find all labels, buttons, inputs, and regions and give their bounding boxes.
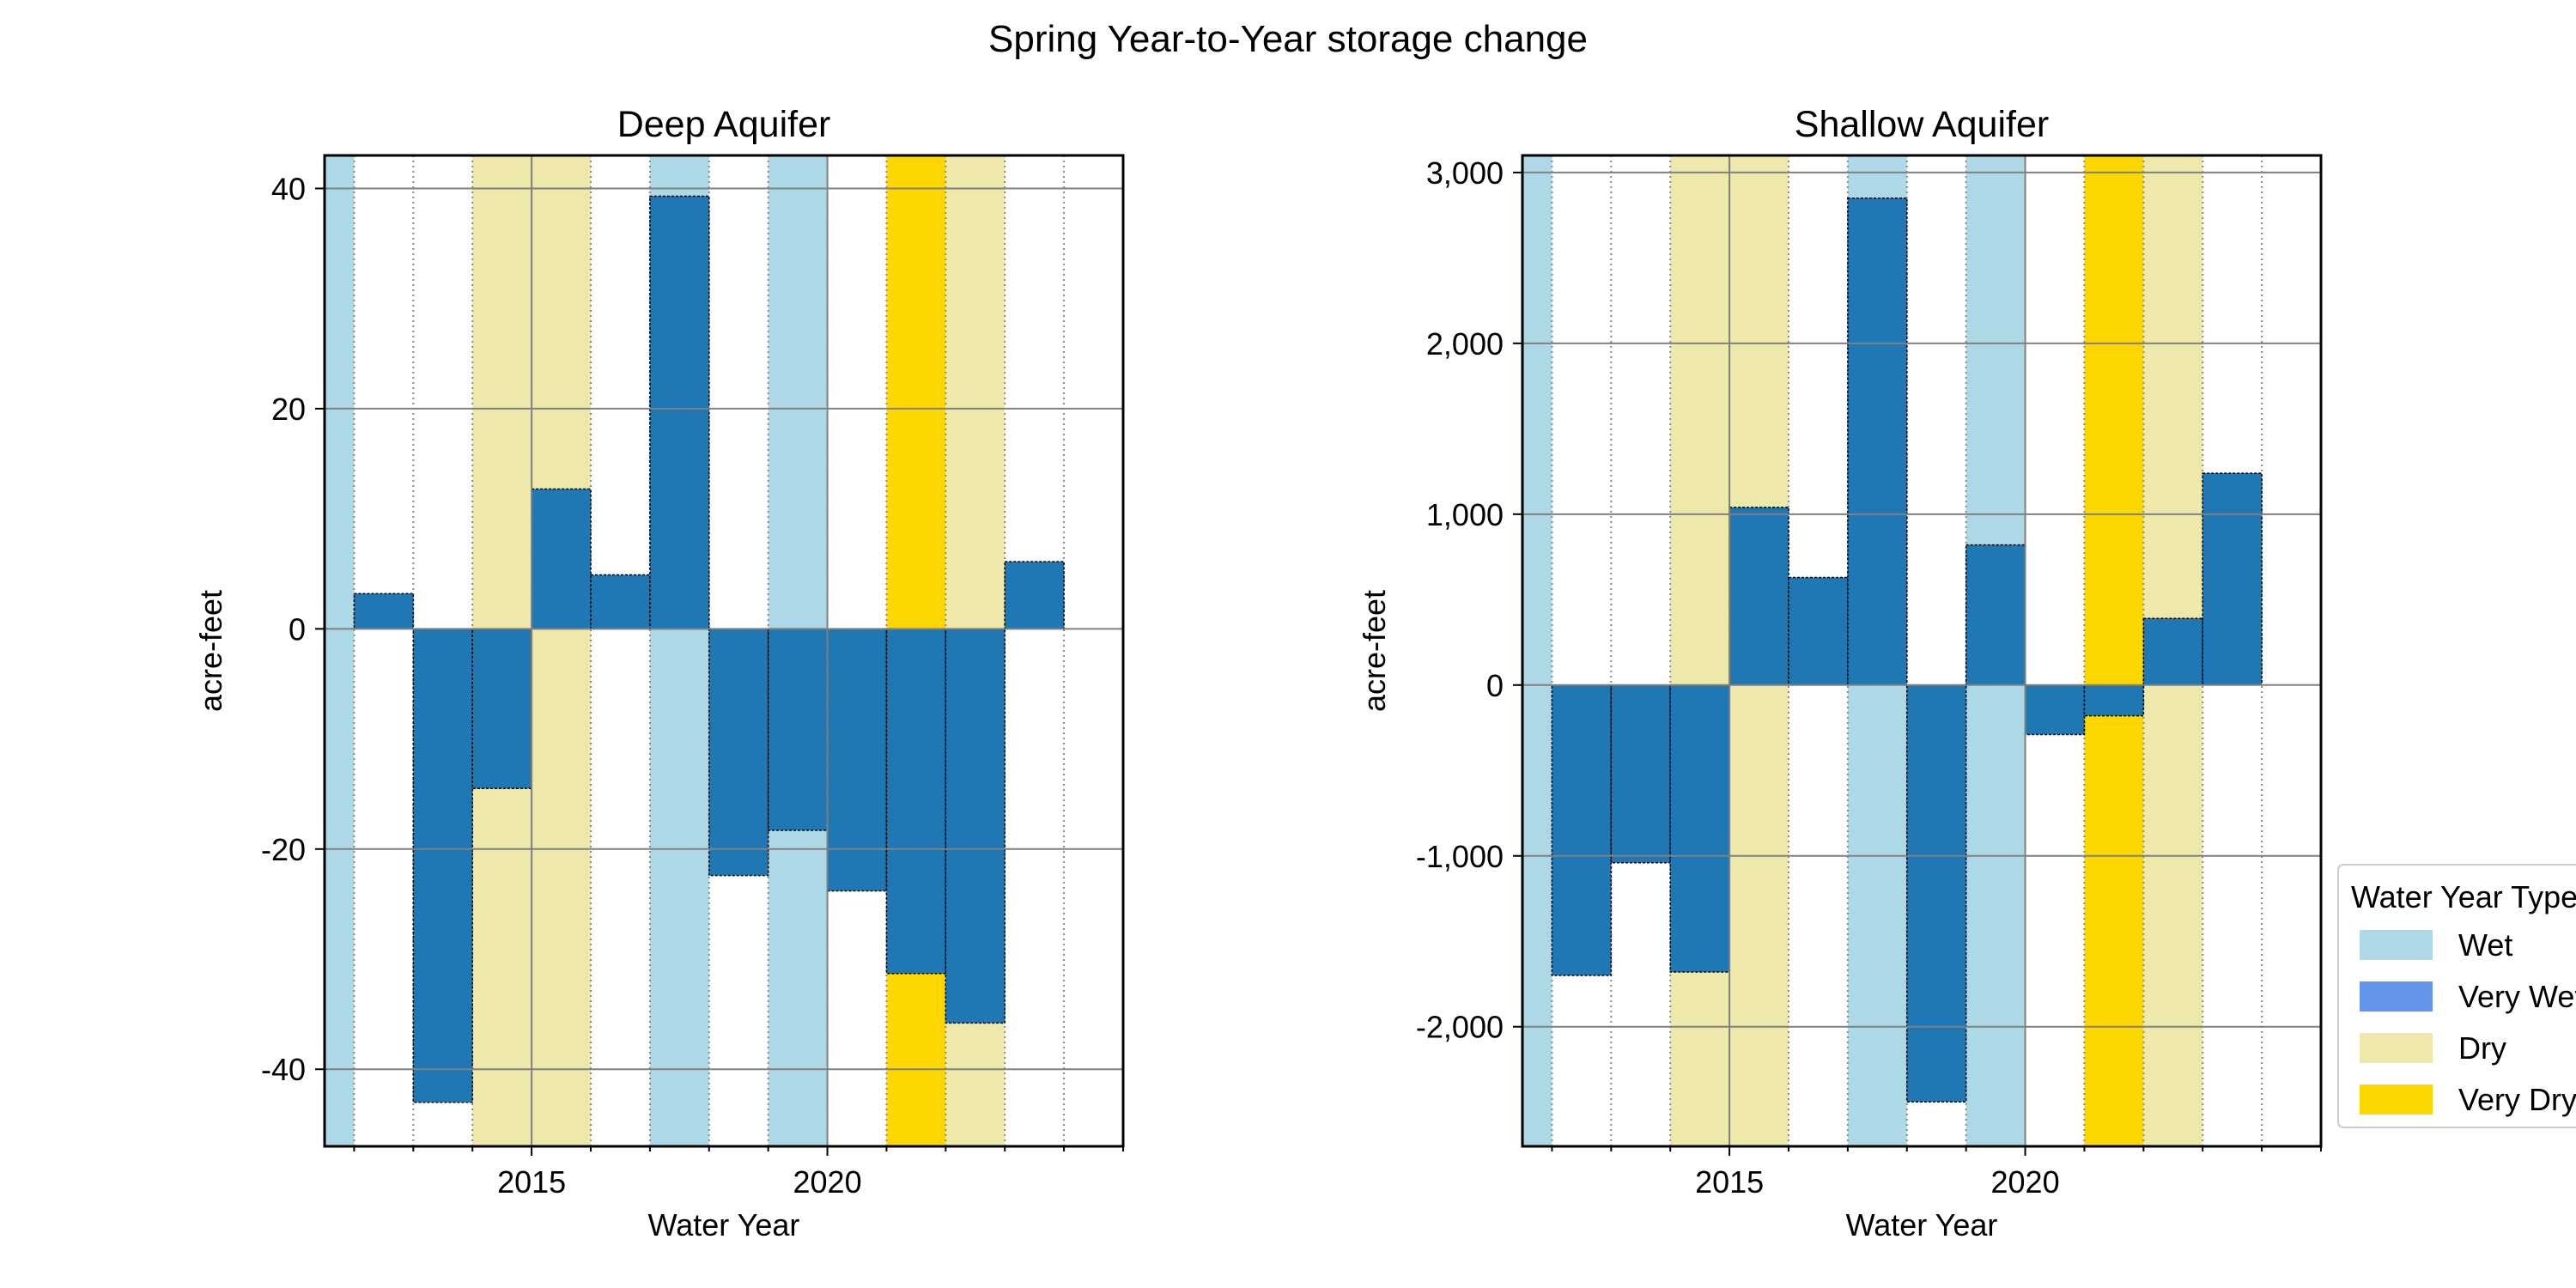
bar-2023 (945, 628, 1005, 1024)
bar-2024 (1004, 561, 1065, 630)
bar-2016 (531, 488, 592, 630)
figure-suptitle: Spring Year-to-Year storage change (988, 18, 1588, 60)
y-axis: 40 20 0 -20 -40 (261, 171, 325, 1087)
bar-2021 (826, 628, 888, 892)
y-axis: 3,000 2,000 1,000 0 -1,000 -2,000 (1416, 155, 1522, 1045)
bar-2019 (1906, 684, 1967, 1103)
gridlines (1522, 155, 2321, 1146)
bar-2015 (1669, 684, 1730, 973)
y-tick-label: 2,000 (1426, 326, 1504, 361)
span-2022-very_dry (2084, 155, 2144, 1146)
bar-2017 (1788, 576, 1849, 686)
x-axis-label: Water Year (648, 1207, 800, 1242)
bar-2021 (2024, 684, 2086, 736)
bar-2020 (1965, 544, 2026, 686)
bar-2022 (2083, 684, 2145, 717)
x-axis-label: Water Year (1846, 1207, 1998, 1242)
span-2012-wet (1522, 155, 1552, 1146)
x-tick-label: 2020 (793, 1164, 862, 1200)
gridlines (325, 155, 1123, 1146)
axes-frame (1521, 154, 2323, 1148)
y-tick-label: -40 (261, 1052, 306, 1087)
bar-2018 (649, 195, 710, 630)
bars (353, 195, 1065, 1103)
bar-2013 (1551, 684, 1613, 976)
y-axis-label: acre-feet (1357, 590, 1392, 712)
y-tick-label: 0 (1486, 668, 1504, 703)
y-tick-label: 1,000 (1426, 497, 1504, 532)
bar-2017 (590, 574, 651, 630)
legend-label: Dry (2458, 1030, 2506, 1066)
y-tick-label: -20 (261, 832, 306, 867)
bar-2018 (1847, 197, 1908, 686)
y-tick-label: 3,000 (1426, 155, 1504, 191)
subplots: 40 20 0 -20 -40 2015 2020 Deep Aquifer Water Yea… (193, 104, 2323, 1242)
y-axis-label: acre-feet (193, 590, 228, 712)
span-2016-dry (532, 155, 591, 1146)
y-tick-label: -1,000 (1416, 839, 1504, 874)
x-tick-label: 2015 (497, 1164, 566, 1200)
bar-2013 (353, 592, 415, 630)
bar-2016 (1728, 507, 1789, 686)
y-tick-label: 20 (271, 392, 306, 427)
bar-2014 (1610, 684, 1671, 864)
subplot-2: 3,000 2,000 1,000 0 -1,000 -2,000 2015 2020 Shal… (1357, 104, 2323, 1242)
bar-2015 (471, 628, 532, 790)
legend-title: Water Year Type (2351, 879, 2576, 914)
legend-swatch-very_wet (2360, 981, 2433, 1012)
legend: Water Year Type Wet Very Wet Dry Very Dry (2337, 864, 2576, 1128)
span-2012-wet (325, 155, 355, 1146)
x-axis: 2015 2020 (353, 1146, 1124, 1200)
subplot-1: 40 20 0 -20 -40 2015 2020 Deep Aquifer Water Yea… (193, 104, 1125, 1242)
bar-2024 (2202, 472, 2263, 686)
legend-swatch-very_dry (2360, 1084, 2433, 1115)
subplot-title: Shallow Aquifer (1795, 104, 2049, 145)
y-tick-label: -2,000 (1416, 1010, 1504, 1045)
bars (1551, 197, 2263, 1103)
bar-2020 (767, 628, 829, 831)
bar-2019 (708, 628, 769, 877)
legend-label: Very Dry (2458, 1082, 2576, 1117)
x-tick-label: 2015 (1695, 1164, 1764, 1200)
axes-frame (323, 154, 1125, 1148)
bar-2023 (2142, 617, 2203, 686)
legend-swatch-wet (2360, 930, 2433, 960)
legend-label: Wet (2458, 927, 2512, 963)
legend-label: Very Wet (2458, 979, 2576, 1014)
y-tick-label: 40 (271, 171, 306, 206)
bar-2022 (885, 628, 947, 975)
span-2015-dry (1670, 155, 1730, 1146)
y-tick-label: 0 (289, 611, 306, 647)
x-tick-label: 2020 (1991, 1164, 2060, 1200)
subplot-title: Deep Aquifer (617, 104, 831, 145)
x-axis: 2015 2020 (1551, 1146, 2322, 1200)
legend-swatch-dry (2360, 1033, 2433, 1063)
bar-2014 (412, 628, 473, 1103)
